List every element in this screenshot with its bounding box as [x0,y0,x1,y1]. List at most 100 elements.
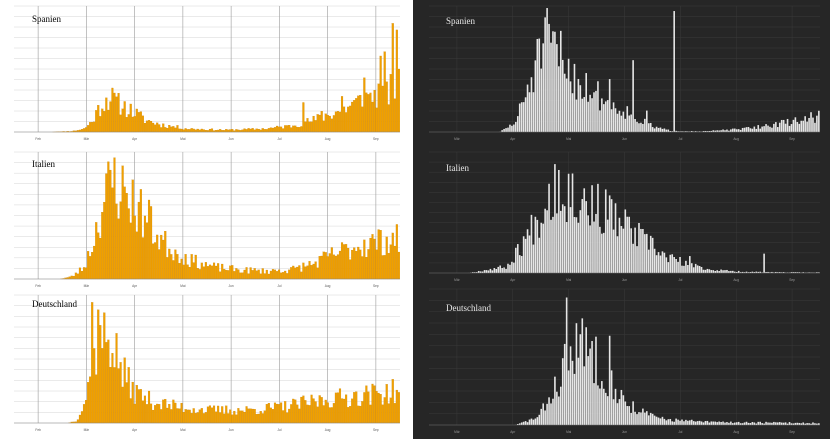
data-bar [589,348,591,425]
data-bar [804,423,806,425]
data-bar [288,269,291,280]
data-bar [796,272,799,273]
data-bar [540,408,543,425]
data-bar [749,423,752,425]
chart-spanien-white: Mär Apr Mai Jun Jul Aug Sep Spanien [413,0,830,146]
data-bar [113,367,116,424]
data-bar [616,403,619,425]
data-bar [137,389,140,424]
x-tick-label: Mär [84,284,90,288]
data-bar [391,23,394,133]
data-bar [233,271,236,280]
data-bar [296,266,299,280]
data-bar [164,231,167,280]
data-bar [712,270,715,273]
data-bar [669,254,672,273]
data-bar [776,127,779,132]
data-bar [794,422,797,425]
data-bar [375,249,378,280]
data-bar [247,273,250,280]
data-bar [567,173,570,273]
data-bar [282,128,285,133]
data-bar [782,272,785,273]
data-bar [790,272,793,273]
data-bar [667,419,670,425]
data-bar [202,129,205,133]
data-bar [509,124,511,132]
data-bar [632,401,634,425]
data-bar [227,413,230,424]
data-bar [515,247,517,273]
data-bar [534,216,537,273]
data-bar [784,123,787,132]
data-bar [237,408,240,424]
data-bar [125,117,128,133]
data-bar [577,357,580,425]
data-bar [690,419,693,425]
data-bar [733,422,736,425]
data-bar [139,189,142,280]
data-bar [640,412,642,425]
data-bar [642,229,644,273]
data-bar [383,255,386,280]
data-bar [78,414,81,424]
data-bar [381,255,384,280]
data-bar [626,216,629,273]
data-bar [737,270,740,273]
data-bar [158,124,161,133]
data-bar [168,125,171,133]
data-bar [143,122,147,133]
data-bar [501,130,503,132]
chart-deutschland-orange: Feb Mär Apr Mai Jun Jul Aug Sep Deutschland [0,291,408,439]
data-bar [239,272,242,280]
data-bar [302,102,305,133]
data-bar [294,125,297,133]
data-bar [377,83,380,133]
data-bar [528,419,531,425]
data-bar [790,423,793,425]
data-bar [225,129,228,133]
data-bar [718,421,720,425]
data-bar [141,115,144,133]
data-bar [251,270,254,280]
data-bar [332,115,335,133]
data-bar [282,272,285,280]
data-bar [310,265,313,280]
data-bar [603,232,605,273]
data-bar [231,265,234,280]
data-bar [518,423,521,425]
data-bar [275,403,279,424]
data-bar [538,38,541,132]
data-bar [526,229,529,273]
data-bar [247,408,250,424]
x-tick-label: Jun [229,137,234,141]
data-bar [119,201,122,280]
data-bar [587,101,589,132]
data-bar [117,218,120,280]
data-bar [763,126,765,132]
data-bar [606,100,609,132]
data-bar [710,421,713,425]
x-tick-label: Apr [510,278,516,282]
data-bar [712,130,715,132]
data-bar [237,129,240,133]
data-bar [371,383,374,424]
data-bar [76,419,79,424]
data-bar [170,409,173,424]
data-bar [618,399,621,425]
data-bar [753,126,756,132]
data-bar [477,270,480,273]
x-tick-label: Aug [733,137,739,141]
data-bar [310,394,313,424]
data-bar [361,106,364,133]
data-bar [759,421,761,425]
data-bar [765,272,767,273]
x-tick-label: Mär [84,428,90,432]
data-bar [320,111,323,133]
data-bar [312,115,315,133]
data-bar [359,95,362,133]
x-tick-label: Jun [622,430,627,434]
data-bar [141,237,144,280]
data-bar [326,115,329,133]
data-bar [597,81,599,132]
